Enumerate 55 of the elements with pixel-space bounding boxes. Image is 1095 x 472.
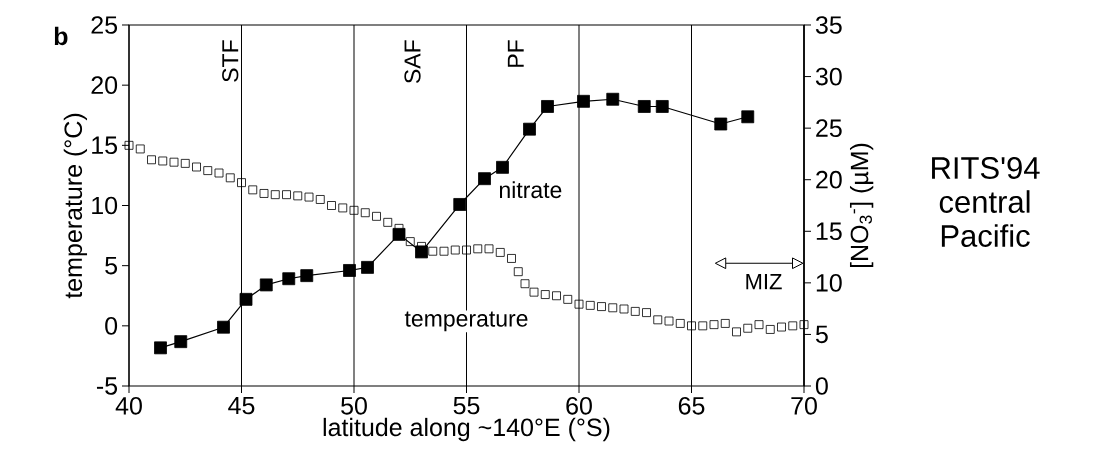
point <box>496 160 509 174</box>
point <box>606 92 620 106</box>
y2-tick-label: 25 <box>816 119 842 137</box>
x-tick-label: 50 <box>341 396 367 415</box>
point <box>453 198 467 211</box>
text: b <box>54 26 68 46</box>
x-tick-label: 55 <box>453 396 480 415</box>
x-tick-label: 70 <box>791 396 817 415</box>
point <box>541 100 554 113</box>
y2-tick-label: 10 <box>816 274 842 292</box>
point <box>361 260 374 274</box>
y-tick-label: 10 <box>92 196 118 215</box>
text: RITS'94 central Pacific <box>932 157 1040 247</box>
y-tick-label: 20 <box>91 76 118 95</box>
point <box>343 264 356 277</box>
point <box>714 117 728 131</box>
y-tick-label: 25 <box>91 16 118 34</box>
point <box>282 272 296 286</box>
point <box>154 341 167 355</box>
annotation: MIZ <box>746 273 782 290</box>
point <box>217 320 230 334</box>
point <box>259 278 273 292</box>
point <box>392 227 406 241</box>
x-tick-label: 65 <box>678 396 705 415</box>
point <box>478 172 491 186</box>
y-axis-title: temperature (°C) <box>63 113 88 299</box>
y2-tick-label: 20 <box>816 170 842 189</box>
point <box>300 269 314 283</box>
y-tick-label: 15 <box>92 136 118 155</box>
y-tick-label: 5 <box>105 256 118 275</box>
y2-tick-label: 30 <box>815 67 842 86</box>
point <box>637 100 651 113</box>
y-tick-label: -5 <box>96 377 118 395</box>
annotation: PF <box>507 40 524 67</box>
x-tick-label: 40 <box>115 396 142 415</box>
annotation: STF <box>222 40 239 82</box>
x-axis-title: latitude along ~140°E (°S) <box>323 417 610 442</box>
y2-tick-label: 5 <box>815 325 828 344</box>
series-label: temperature <box>404 311 528 332</box>
y2-tick-label: 0 <box>815 377 828 395</box>
point <box>415 245 428 259</box>
point <box>741 110 755 124</box>
point <box>239 292 253 306</box>
point <box>655 100 669 113</box>
point <box>174 335 188 349</box>
point <box>577 94 590 108</box>
y-tick-label: 0 <box>105 316 118 335</box>
y2-tick-label: 15 <box>816 222 842 241</box>
y2-tick-label: 35 <box>815 16 842 34</box>
annotation: SAF <box>404 40 421 84</box>
x-tick-label: 45 <box>228 396 255 415</box>
point <box>523 122 536 136</box>
x-tick-label: 60 <box>566 396 592 415</box>
y2-axis-title: [NO$_{3}$$^{-}$] (µM) <box>849 143 874 268</box>
series-label: nitrate <box>499 181 562 199</box>
